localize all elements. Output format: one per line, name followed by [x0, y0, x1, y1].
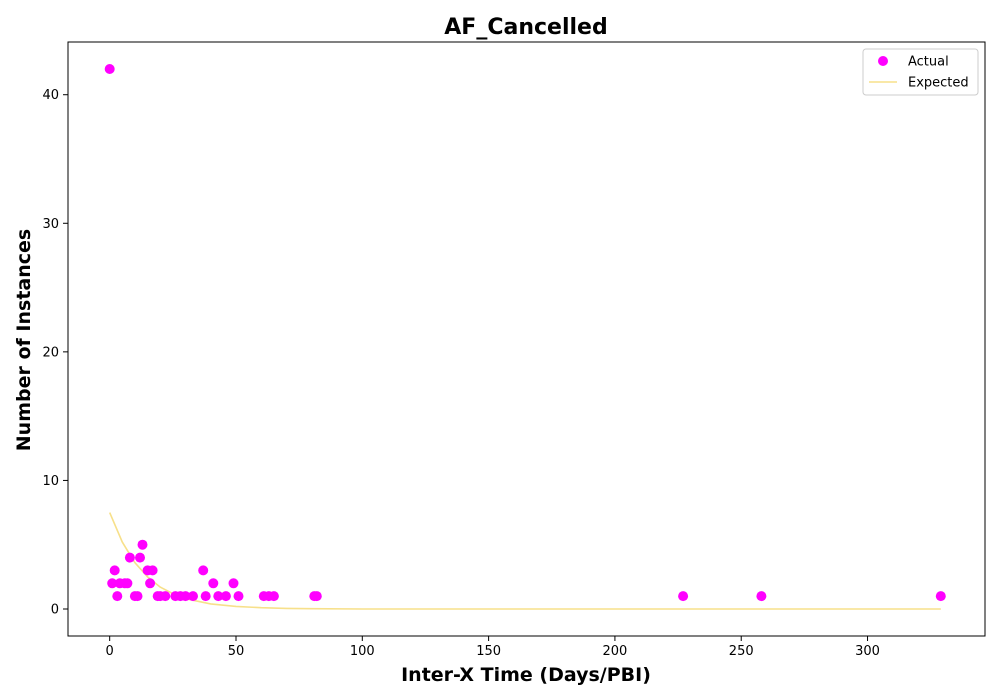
actual-point: [198, 565, 209, 576]
actual-point: [109, 565, 120, 576]
actual-point: [228, 578, 239, 589]
x-tick-label: 0: [106, 644, 114, 659]
y-tick-label: 40: [42, 88, 59, 103]
actual-point: [112, 591, 123, 602]
x-tick-label: 300: [855, 644, 880, 659]
actual-point: [233, 591, 244, 602]
y-tick-label: 10: [42, 474, 59, 489]
actual-point: [124, 552, 135, 563]
actual-point: [107, 578, 118, 589]
actual-point: [200, 591, 211, 602]
plot-frame: [67, 41, 986, 637]
y-tick-label: 20: [42, 345, 59, 360]
x-tick-label: 150: [476, 644, 501, 659]
x-axis-label: Inter-X Time (Days/PBI): [401, 664, 651, 686]
actual-point: [268, 591, 279, 602]
y-tick-label: 30: [42, 217, 59, 232]
actual-point: [160, 591, 171, 602]
actual-point: [935, 591, 946, 602]
legend-marker-actual: [878, 56, 888, 66]
actual-point: [104, 64, 115, 74]
actual-point: [132, 591, 143, 602]
legend-label: Expected: [908, 76, 969, 91]
legend-box: [862, 48, 979, 96]
y-tick-label: 0: [51, 603, 59, 618]
actual-point: [756, 591, 767, 602]
actual-point: [137, 539, 148, 550]
chart-title: AF_Cancelled: [444, 15, 607, 40]
actual-point: [180, 591, 191, 602]
x-tick-label: 100: [350, 644, 375, 659]
actual-point: [220, 591, 231, 602]
actual-point: [147, 565, 158, 576]
actual-point: [213, 591, 224, 602]
actual-point: [188, 591, 198, 602]
legend-label: Actual: [908, 55, 949, 70]
actual-point: [311, 591, 322, 602]
x-tick-label: 50: [228, 644, 245, 659]
actual-point: [122, 578, 133, 589]
x-tick-label: 200: [603, 644, 628, 659]
actual-point: [678, 591, 689, 602]
actual-point: [145, 578, 156, 589]
x-tick-label: 250: [729, 644, 754, 659]
actual-point: [208, 578, 219, 589]
legend: Actual Expected: [862, 48, 979, 96]
actual-point: [135, 552, 145, 563]
y-axis-label: Number of Instances: [13, 229, 35, 451]
plot-area: 0 50 100 150 200 250 300 0 10 20 30 40: [42, 41, 986, 659]
